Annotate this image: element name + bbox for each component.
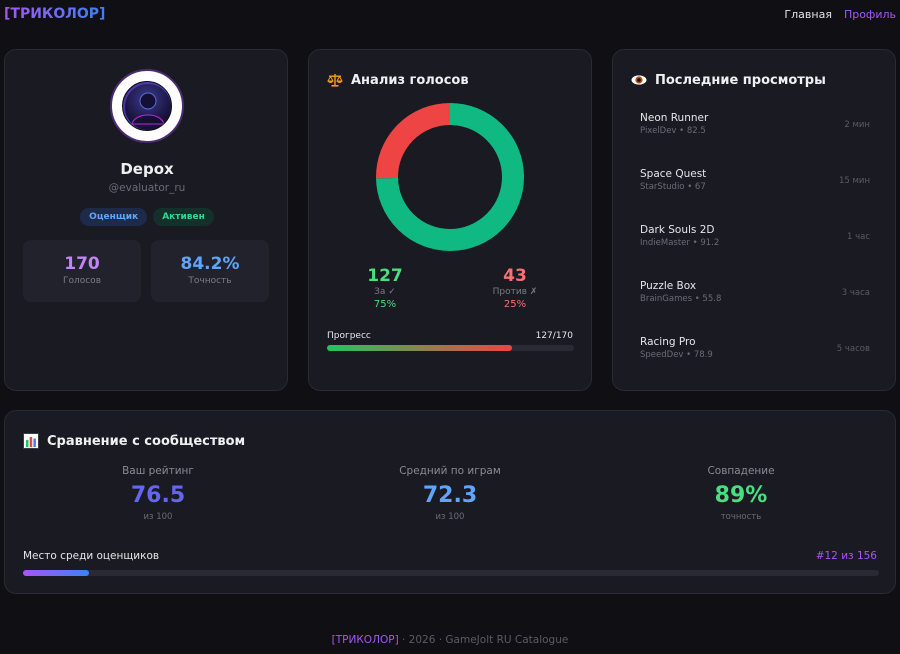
game-name: Dark Souls 2D	[640, 224, 715, 236]
accuracy-stat-label: Точность	[188, 276, 232, 286]
scales-icon	[327, 72, 343, 88]
status-badge: Активен	[153, 208, 214, 226]
average-rating-label: Средний по играм	[399, 465, 501, 477]
recent-views-title-text: Последние просмотры	[655, 72, 826, 88]
your-rating-label: Ваш рейтинг	[122, 465, 194, 477]
logo[interactable]: [ТРИКОЛОР]	[4, 6, 106, 22]
footer-text: · 2026 · GameJolt RU Catalogue	[398, 634, 569, 646]
game-name: Racing Pro	[640, 336, 696, 348]
main-nav: Главная Профиль	[784, 8, 896, 21]
votes-stat: 170 Голосов	[23, 240, 141, 302]
rank-bar-fill	[23, 570, 89, 576]
user-avatar-icon	[122, 81, 172, 131]
comparison-title: Сравнение с сообществом	[23, 433, 245, 449]
votes-against-count: 43	[503, 266, 527, 286]
your-rating: Ваш рейтинг 76.5 из 100	[28, 465, 288, 522]
recent-item[interactable]: Space Quest StarStudio • 67 15 мин	[640, 168, 870, 224]
votes-against: 43 Против ✗ 25%	[455, 266, 575, 310]
donut-segment-against	[376, 103, 451, 179]
votes-for-count: 127	[367, 266, 403, 286]
recent-item[interactable]: Racing Pro SpeedDev • 78.9 5 часов	[640, 336, 870, 392]
game-meta: BrainGames • 55.8	[640, 294, 722, 304]
vote-donut-chart	[376, 103, 524, 251]
your-rating-value: 76.5	[130, 483, 186, 508]
game-name: Puzzle Box	[640, 280, 697, 292]
rank-label: Место среди оценщиков	[23, 550, 160, 562]
average-rating-sub: из 100	[435, 512, 465, 522]
average-rating-value: 72.3	[422, 483, 478, 508]
footer: [ТРИКОЛОР] · 2026 · GameJolt RU Catalogu…	[0, 634, 900, 646]
game-name: Space Quest	[640, 168, 707, 180]
view-time: 15 мин	[838, 176, 870, 186]
view-time: 5 часов	[836, 344, 870, 354]
view-time: 1 час	[846, 232, 870, 242]
progress-bar	[327, 345, 574, 351]
progress-label: Прогресс	[327, 331, 371, 341]
eye-icon	[631, 72, 647, 88]
your-rating-sub: из 100	[143, 512, 173, 522]
rank-value: #12 из 156	[815, 550, 877, 562]
footer-brand: [ТРИКОЛОР]	[331, 634, 399, 646]
bar-chart-icon	[23, 433, 39, 449]
view-time: 3 часа	[841, 288, 870, 298]
votes-stat-label: Голосов	[62, 276, 101, 286]
game-meta: SpeedDev • 78.9	[640, 350, 713, 360]
username: Depox	[120, 160, 174, 178]
accuracy-stat: 84.2% Точность	[151, 240, 269, 302]
nav-home-link[interactable]: Главная	[784, 8, 832, 21]
votes-for-label: За ✓	[374, 287, 396, 297]
recent-views-card: Последние просмотры Neon Runner PixelDev…	[612, 49, 896, 391]
recent-views-title: Последние просмотры	[631, 72, 826, 88]
nav-profile-link[interactable]: Профиль	[843, 8, 896, 21]
recent-list: Neon Runner PixelDev • 82.5 2 мин Space …	[640, 112, 870, 392]
progress-bar-fill	[327, 345, 512, 351]
votes-for: 127 За ✓ 75%	[325, 266, 445, 310]
match-rate-label: Совпадение	[707, 465, 775, 477]
avatar	[110, 69, 184, 143]
badge-list: Оценщик Активен	[5, 208, 289, 226]
recent-item[interactable]: Neon Runner PixelDev • 82.5 2 мин	[640, 112, 870, 168]
match-rate-value: 89%	[714, 483, 768, 508]
accuracy-stat-value: 84.2%	[180, 254, 240, 274]
match-rate: Совпадение 89% точность	[611, 465, 871, 522]
average-rating: Средний по играм 72.3 из 100	[320, 465, 580, 522]
community-comparison-card: Сравнение с сообществом Ваш рейтинг 76.5…	[4, 410, 896, 594]
votes-for-percent: 75%	[373, 299, 397, 310]
game-meta: IndieMaster • 91.2	[640, 238, 720, 248]
user-handle: @evaluator_ru	[108, 182, 186, 194]
vote-analysis-title-text: Анализ голосов	[351, 72, 469, 88]
match-rate-sub: точность	[720, 512, 762, 522]
comparison-title-text: Сравнение с сообществом	[47, 433, 246, 449]
role-badge: Оценщик	[80, 208, 148, 226]
votes-against-percent: 25%	[503, 299, 527, 310]
top-bar: [ТРИКОЛОР] Главная Профиль	[0, 0, 900, 32]
recent-item[interactable]: Puzzle Box BrainGames • 55.8 3 часа	[640, 280, 870, 336]
donut-segment-for	[376, 103, 524, 251]
vote-analysis-title: Анализ голосов	[327, 72, 469, 88]
vote-analysis-card: Анализ голосов 127 За ✓ 75% 43 Против ✗ …	[308, 49, 592, 391]
votes-stat-value: 170	[64, 254, 100, 274]
game-meta: StarStudio • 67	[640, 182, 706, 192]
progress-count: 127/170	[535, 331, 573, 341]
recent-item[interactable]: Dark Souls 2D IndieMaster • 91.2 1 час	[640, 224, 870, 280]
view-time: 2 мин	[844, 120, 870, 130]
profile-card: Depox @evaluator_ru Оценщик Активен 170 …	[4, 49, 288, 391]
game-meta: PixelDev • 82.5	[640, 126, 706, 136]
game-name: Neon Runner	[640, 112, 709, 124]
votes-against-label: Против ✗	[492, 287, 538, 297]
rank-bar	[23, 570, 879, 576]
